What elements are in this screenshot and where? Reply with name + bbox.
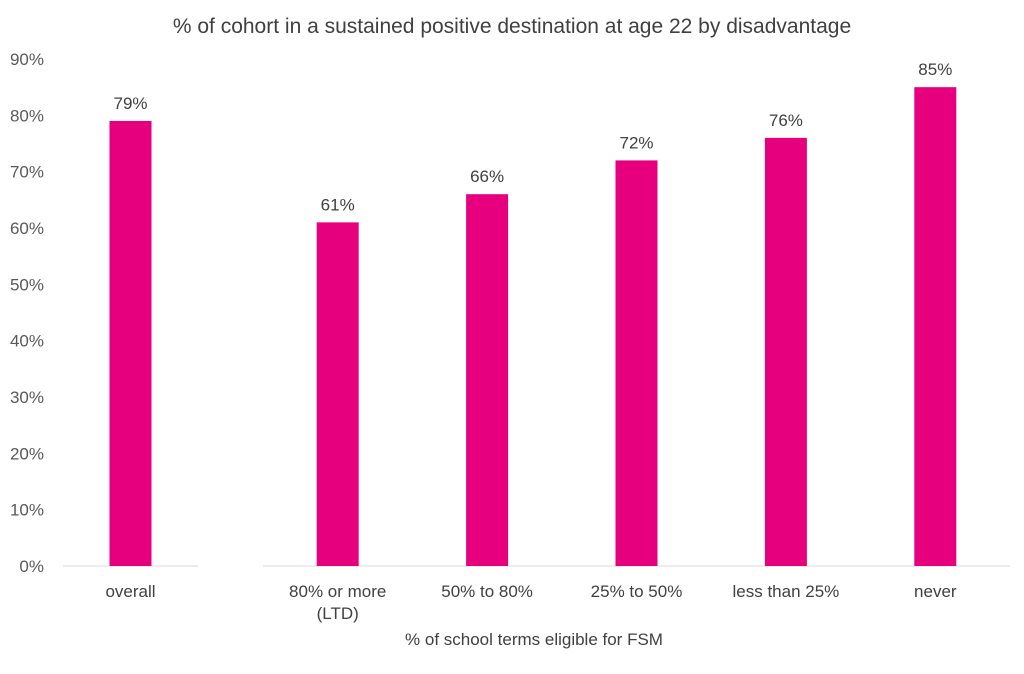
x-tick-label: 50% to 80% — [441, 582, 533, 601]
y-tick-label: 70% — [10, 163, 44, 182]
x-tick-label: 25% to 50% — [591, 582, 683, 601]
bar — [764, 137, 807, 566]
data-label: 85% — [918, 60, 952, 79]
data-label: 72% — [619, 133, 653, 152]
y-tick-label: 0% — [19, 557, 44, 576]
y-tick-label: 50% — [10, 275, 44, 294]
x-axis-label: % of school terms eligible for FSM — [405, 630, 663, 649]
data-label: 76% — [769, 111, 803, 130]
y-tick-label: 40% — [10, 332, 44, 351]
data-label: 79% — [113, 94, 147, 113]
x-axis: overall 80% or more (LTD) 50% to 80% 25% to … — [63, 565, 1010, 623]
y-tick-label: 90% — [10, 50, 44, 69]
y-tick-label: 20% — [10, 444, 44, 463]
y-axis: 0% 10% 20% 30% 40% 50% 60% 70% 80% 90% — [10, 50, 44, 576]
y-tick-label: 30% — [10, 388, 44, 407]
data-label: 66% — [470, 167, 504, 186]
bar — [466, 194, 509, 566]
bar — [615, 160, 658, 566]
data-label: 61% — [321, 195, 355, 214]
bars: 79% 61% 66% 72% 76% 85% — [109, 60, 957, 567]
y-tick-label: 80% — [10, 106, 44, 125]
bar — [914, 87, 957, 567]
bar — [109, 120, 152, 566]
bar — [316, 222, 359, 566]
y-tick-label: 10% — [10, 501, 44, 520]
x-tick-label: less than 25% — [733, 582, 840, 601]
x-tick-label: never — [914, 582, 957, 601]
x-tick-label: overall — [105, 582, 155, 601]
x-tick-label: 80% or more (LTD) — [289, 582, 386, 623]
chart-title: % of cohort in a sustained positive dest… — [173, 15, 851, 38]
y-tick-label: 60% — [10, 219, 44, 238]
